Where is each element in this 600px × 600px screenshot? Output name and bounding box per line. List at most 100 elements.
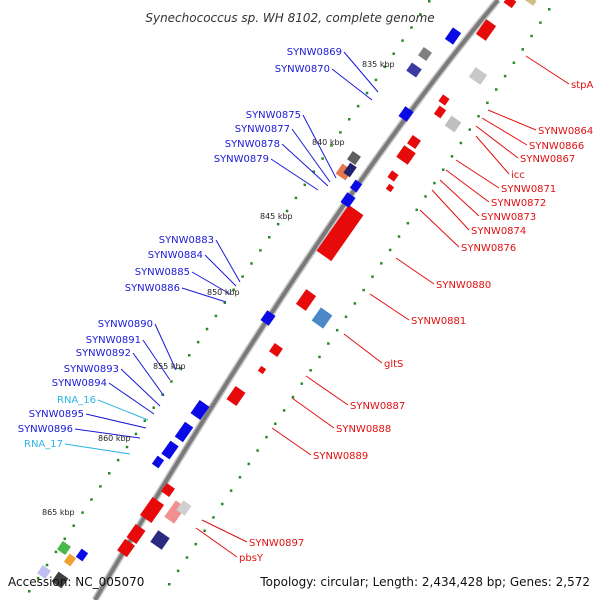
gene-feature xyxy=(444,115,462,133)
tick-dot xyxy=(176,569,180,573)
gene-features xyxy=(37,0,537,589)
gene-label[interactable]: SYNW0875 xyxy=(246,110,301,121)
tick-dot xyxy=(392,52,395,55)
tick-dot xyxy=(291,395,295,399)
gene-feature xyxy=(387,170,399,182)
gene-label[interactable]: SYNW0886 xyxy=(125,283,180,294)
gene-label[interactable]: SYNW0887 xyxy=(350,401,405,412)
tick-dot xyxy=(321,157,324,160)
gene-label[interactable]: SYNW0881 xyxy=(411,316,466,327)
kbp-label: 840 kbp xyxy=(312,138,345,147)
tick-dot xyxy=(312,170,315,173)
gene-label[interactable]: SYNW0877 xyxy=(235,124,290,135)
label-connector xyxy=(343,333,383,364)
gene-label[interactable]: stpA xyxy=(571,80,593,91)
tick-dot xyxy=(374,78,378,82)
gene-label[interactable]: SYNW0871 xyxy=(501,184,556,195)
tick-dot xyxy=(99,485,102,488)
tick-dot xyxy=(229,489,233,492)
gene-label[interactable]: SYNW0864 xyxy=(538,126,593,137)
gene-label[interactable]: SYNW0879 xyxy=(214,154,269,165)
tick-dot xyxy=(90,498,93,501)
gene-feature xyxy=(226,386,246,406)
tick-dot xyxy=(468,128,471,131)
tick-dot xyxy=(303,183,307,187)
tick-dot xyxy=(339,131,342,134)
gene-label[interactable]: pbsY xyxy=(239,553,264,564)
label-connector xyxy=(291,128,331,183)
tick-dot xyxy=(81,511,84,514)
label-connector xyxy=(302,114,337,179)
gene-label[interactable]: SYNW0884 xyxy=(148,250,203,261)
label-connector xyxy=(142,339,171,381)
tick-dot xyxy=(203,529,206,533)
gene-feature xyxy=(176,500,192,516)
gene-feature xyxy=(75,548,89,562)
gene-label[interactable]: icc xyxy=(511,170,525,181)
gene-label[interactable]: SYNW0895 xyxy=(29,409,84,420)
kbp-label: 865 kbp xyxy=(42,508,75,517)
label-connector xyxy=(270,158,319,191)
tick-dot xyxy=(54,550,58,554)
inner-tick-track xyxy=(28,0,431,593)
gene-label[interactable]: SYNW0870 xyxy=(275,64,330,75)
gene-label[interactable]: SYNW0896 xyxy=(18,424,73,435)
gene-label[interactable]: SYNW0876 xyxy=(461,243,516,254)
gene-label[interactable]: SYNW0874 xyxy=(471,226,526,237)
tick-dot xyxy=(247,462,251,466)
tick-dot xyxy=(494,88,498,91)
gene-feature xyxy=(444,27,462,45)
tick-dot xyxy=(433,181,436,185)
tick-dot xyxy=(539,21,542,24)
tick-dot xyxy=(168,583,171,586)
label-connector xyxy=(271,427,312,456)
rna-label[interactable]: RNA_16 xyxy=(57,395,96,406)
tick-dot xyxy=(259,249,262,252)
tick-dot xyxy=(212,516,215,519)
gene-label[interactable]: SYNW0890 xyxy=(98,319,153,330)
gene-feature xyxy=(269,343,283,357)
tick-dot xyxy=(241,275,244,278)
gene-feature xyxy=(190,400,210,420)
label-connector xyxy=(525,55,570,85)
gene-label[interactable]: SYNW0869 xyxy=(287,47,342,58)
kbp-label: 835 kbp xyxy=(362,60,395,69)
tick-dot xyxy=(256,449,259,452)
label-connectors xyxy=(64,51,570,558)
gene-label[interactable]: SYNW0880 xyxy=(436,280,491,291)
gene-label[interactable]: SYNW0883 xyxy=(159,235,214,246)
tick-dot xyxy=(383,65,387,69)
tick-dot xyxy=(388,248,392,252)
gene-feature xyxy=(260,310,276,326)
gene-label[interactable]: SYNW0867 xyxy=(520,154,575,165)
gene-label[interactable]: SYNW0889 xyxy=(313,451,368,462)
gene-feature xyxy=(343,162,357,178)
gene-label[interactable]: SYNW0892 xyxy=(76,348,131,359)
rna-label[interactable]: RNA_17 xyxy=(24,439,63,450)
tick-dot xyxy=(285,209,289,213)
gene-label[interactable]: SYNW0878 xyxy=(225,139,280,150)
gene-label[interactable]: SYNW0894 xyxy=(52,378,107,389)
gene-label[interactable]: SYNW0893 xyxy=(64,364,119,375)
tick-dot xyxy=(276,222,280,226)
gene-label[interactable]: SYNW0891 xyxy=(86,335,141,346)
gene-feature xyxy=(418,47,432,61)
kbp-label: 855 kbp xyxy=(153,362,186,371)
gene-feature xyxy=(433,105,447,119)
gene-label[interactable]: SYNW0888 xyxy=(336,424,391,435)
gene-label[interactable]: SYNW0873 xyxy=(481,212,536,223)
tick-dot xyxy=(116,458,120,462)
gene-label[interactable]: SYNW0897 xyxy=(249,538,304,549)
gene-label[interactable]: SYNW0885 xyxy=(135,267,190,278)
left-gene-labels: SYNW0869 SYNW0870 SYNW0875 SYNW0877 SYNW… xyxy=(18,47,342,450)
tick-dot xyxy=(428,0,431,3)
gene-label[interactable]: gltS xyxy=(384,359,403,370)
label-connector xyxy=(305,375,349,406)
gene-label[interactable]: SYNW0872 xyxy=(491,198,546,209)
tick-dot xyxy=(170,380,173,383)
label-connector xyxy=(195,527,238,558)
tick-dot xyxy=(63,537,67,541)
tick-dot xyxy=(143,419,147,423)
gene-label[interactable]: SYNW0866 xyxy=(529,141,584,152)
